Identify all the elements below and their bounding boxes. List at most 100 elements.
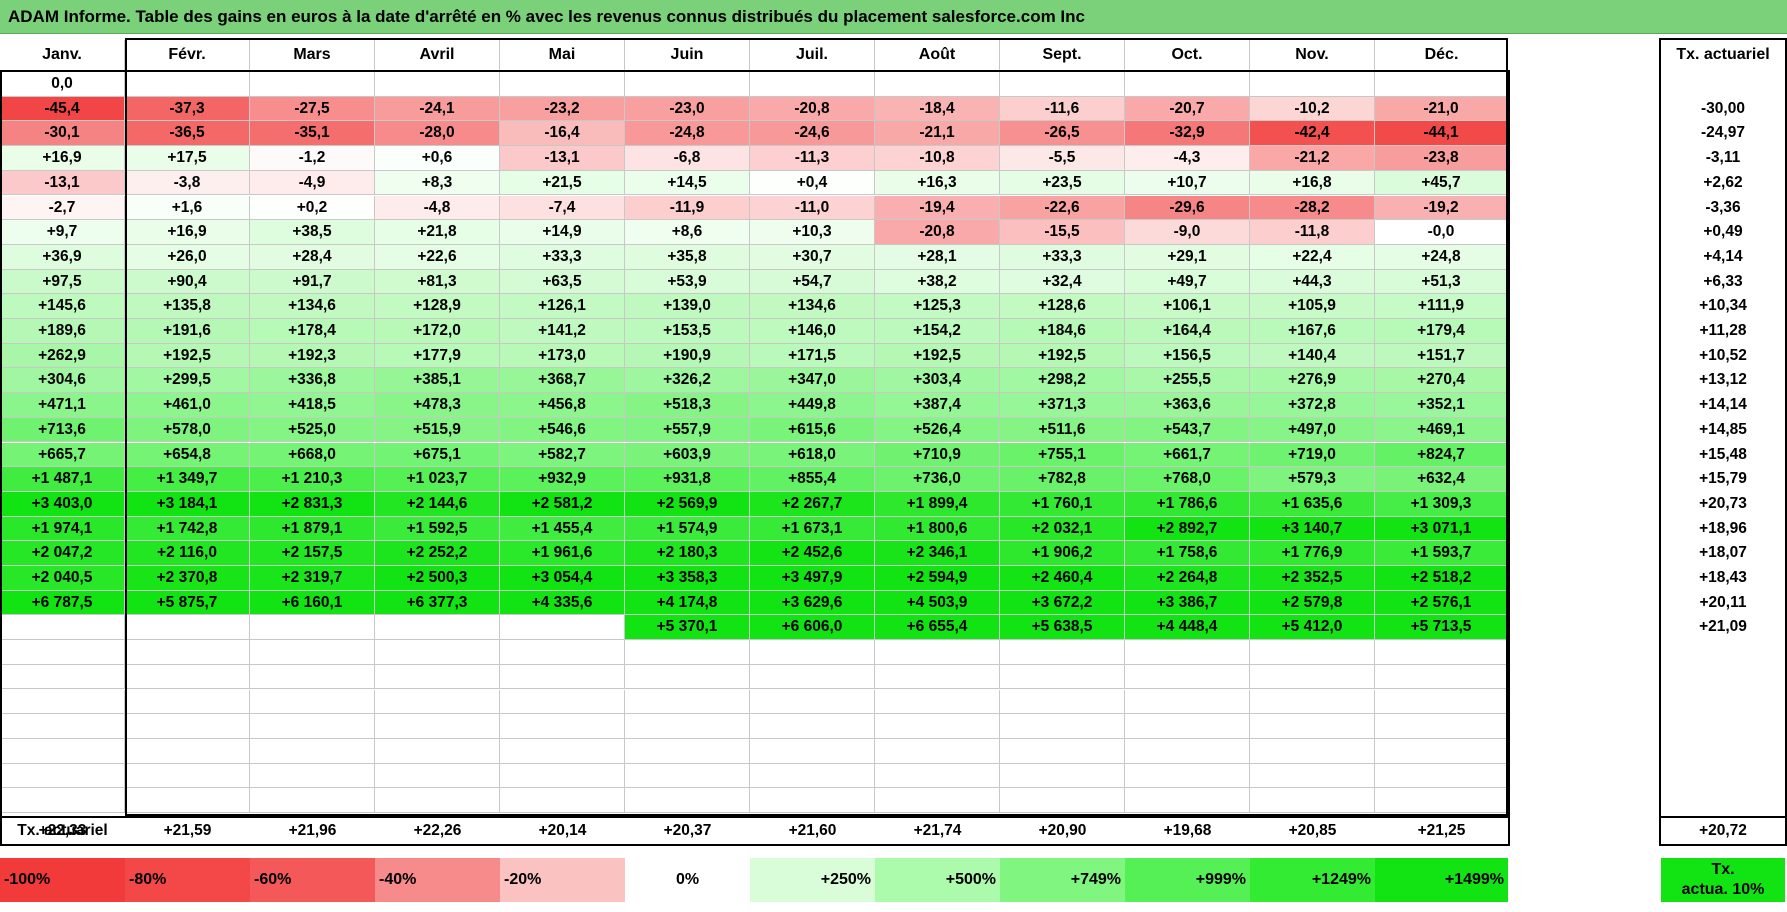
- gain-cell: +10,7: [1125, 170, 1250, 196]
- gain-cell: [500, 738, 625, 764]
- gain-cell: +304,6: [0, 368, 125, 394]
- gain-cell: [1250, 664, 1375, 690]
- gain-cell: +1 023,7: [375, 467, 500, 492]
- gain-cell: +17,5: [125, 146, 250, 171]
- gain-cell: [0, 664, 125, 690]
- gain-cell: +28,4: [250, 244, 375, 270]
- month-header: Déc.: [1424, 46, 1459, 63]
- legend-swatch: -40%: [375, 858, 500, 902]
- gain-cell: +336,8: [250, 368, 375, 394]
- annual-rate-cell: +15,79: [1699, 470, 1747, 488]
- gain-cell: [0, 788, 125, 813]
- gain-cell: +23,5: [1000, 170, 1125, 196]
- gain-cell: [1000, 714, 1125, 739]
- gain-cell: [1125, 738, 1250, 764]
- gain-cell: +3 184,1: [125, 491, 250, 517]
- gain-cell: +0,2: [250, 195, 375, 221]
- annual-rate-cell: -24,97: [1701, 124, 1745, 142]
- gain-cell: +164,4: [1125, 319, 1250, 344]
- gain-cell: +1 349,7: [125, 467, 250, 492]
- gain-cell: -20,8: [750, 96, 875, 122]
- gain-cell: +5 638,5: [1000, 615, 1125, 641]
- gain-cell: +6 606,0: [750, 615, 875, 641]
- gain-cell: -7,4: [500, 195, 625, 221]
- annual-rate-cell: +10,34: [1699, 297, 1747, 315]
- annual-rate-cell: [1661, 690, 1785, 715]
- gain-cell: +768,0: [1125, 467, 1250, 492]
- gain-cell: +190,9: [625, 343, 750, 369]
- footer-rate-cell: +21,74: [913, 822, 962, 839]
- gain-cell: +1 776,9: [1250, 541, 1375, 566]
- gain-cell: [1000, 738, 1125, 764]
- gain-cell: +192,5: [1000, 343, 1125, 369]
- gain-cell: -13,1: [0, 170, 125, 196]
- gain-cell: [500, 640, 625, 665]
- gain-cell: -36,5: [125, 121, 250, 147]
- gain-cell: +5 713,5: [1375, 615, 1508, 641]
- gain-cell: [1250, 640, 1375, 665]
- footer-rate-cell: +21,25: [1417, 822, 1466, 839]
- footer-rate-cell: +20,85: [1288, 822, 1337, 839]
- gain-cell: +736,0: [875, 467, 1000, 492]
- annual-rate-cell: +14,14: [1699, 396, 1747, 414]
- gain-cell: +3 071,1: [1375, 516, 1508, 542]
- gain-cell: +184,6: [1000, 319, 1125, 344]
- gain-cell: [875, 664, 1000, 690]
- gain-cell: [375, 763, 500, 789]
- gain-cell: +1 974,1: [0, 516, 125, 542]
- legend-swatch: -60%: [250, 858, 375, 902]
- gain-cell: +1 309,3: [1375, 491, 1508, 517]
- footer-rate-cell: +21,59: [163, 822, 212, 839]
- gain-cell: +153,5: [625, 319, 750, 344]
- gain-cell: +2 267,7: [750, 491, 875, 517]
- gain-cell: [750, 640, 875, 665]
- gain-cell: [875, 714, 1000, 739]
- footer-rate-cell: +20,37: [663, 822, 712, 839]
- gain-cell: +2 040,5: [0, 566, 125, 591]
- gain-cell: +675,1: [375, 442, 500, 468]
- gain-cell: +26,0: [125, 244, 250, 270]
- gain-cell: [750, 689, 875, 715]
- gain-cell: +179,4: [1375, 319, 1508, 344]
- gain-cell: +932,9: [500, 467, 625, 492]
- gain-cell: +931,8: [625, 467, 750, 492]
- gain-cell: +16,9: [125, 220, 250, 245]
- gain-cell: [1125, 72, 1250, 97]
- gain-cell: [0, 640, 125, 665]
- annual-rate-cell: +20,73: [1699, 494, 1747, 512]
- gain-cell: +618,0: [750, 442, 875, 468]
- footer-label: Tx. actuariel: [17, 822, 108, 839]
- gain-cell: +298,2: [1000, 368, 1125, 394]
- gain-cell: +22,6: [375, 244, 500, 270]
- gain-cell: +578,0: [125, 417, 250, 443]
- gain-cell: +2 569,9: [625, 491, 750, 517]
- legend-swatch: -80%: [125, 858, 250, 902]
- gain-cell: +2 518,2: [1375, 566, 1508, 591]
- annual-rate-cell: +10,52: [1699, 346, 1747, 364]
- gain-cell: -37,3: [125, 96, 250, 122]
- footer-rate-cell: +20,14: [538, 822, 587, 839]
- annual-rate-cell: +21,09: [1699, 618, 1747, 636]
- gain-cell: +105,9: [1250, 294, 1375, 319]
- gain-cell: -28,0: [375, 121, 500, 147]
- gain-cell: +3 629,6: [750, 590, 875, 616]
- gain-cell: +1 758,6: [1125, 541, 1250, 566]
- gain-cell: +511,6: [1000, 417, 1125, 443]
- gain-cell: +615,6: [750, 417, 875, 443]
- gain-cell: [250, 714, 375, 739]
- gain-cell: +36,9: [0, 244, 125, 270]
- gain-cell: -4,3: [1125, 146, 1250, 171]
- gain-cell: +63,5: [500, 269, 625, 295]
- legend-swatch: 0%: [625, 858, 750, 902]
- month-header: Juil.: [750, 40, 875, 70]
- gain-cell: [875, 640, 1000, 665]
- gain-cell: +3 054,4: [500, 566, 625, 591]
- gain-cell: -9,0: [1125, 220, 1250, 245]
- gain-cell: [1375, 640, 1508, 665]
- gain-cell: +824,7: [1375, 442, 1508, 468]
- gain-cell: -24,6: [750, 121, 875, 147]
- gain-cell: -2,7: [0, 195, 125, 221]
- gain-cell: +668,0: [250, 442, 375, 468]
- gain-cell: +368,7: [500, 368, 625, 394]
- gain-cell: [250, 640, 375, 665]
